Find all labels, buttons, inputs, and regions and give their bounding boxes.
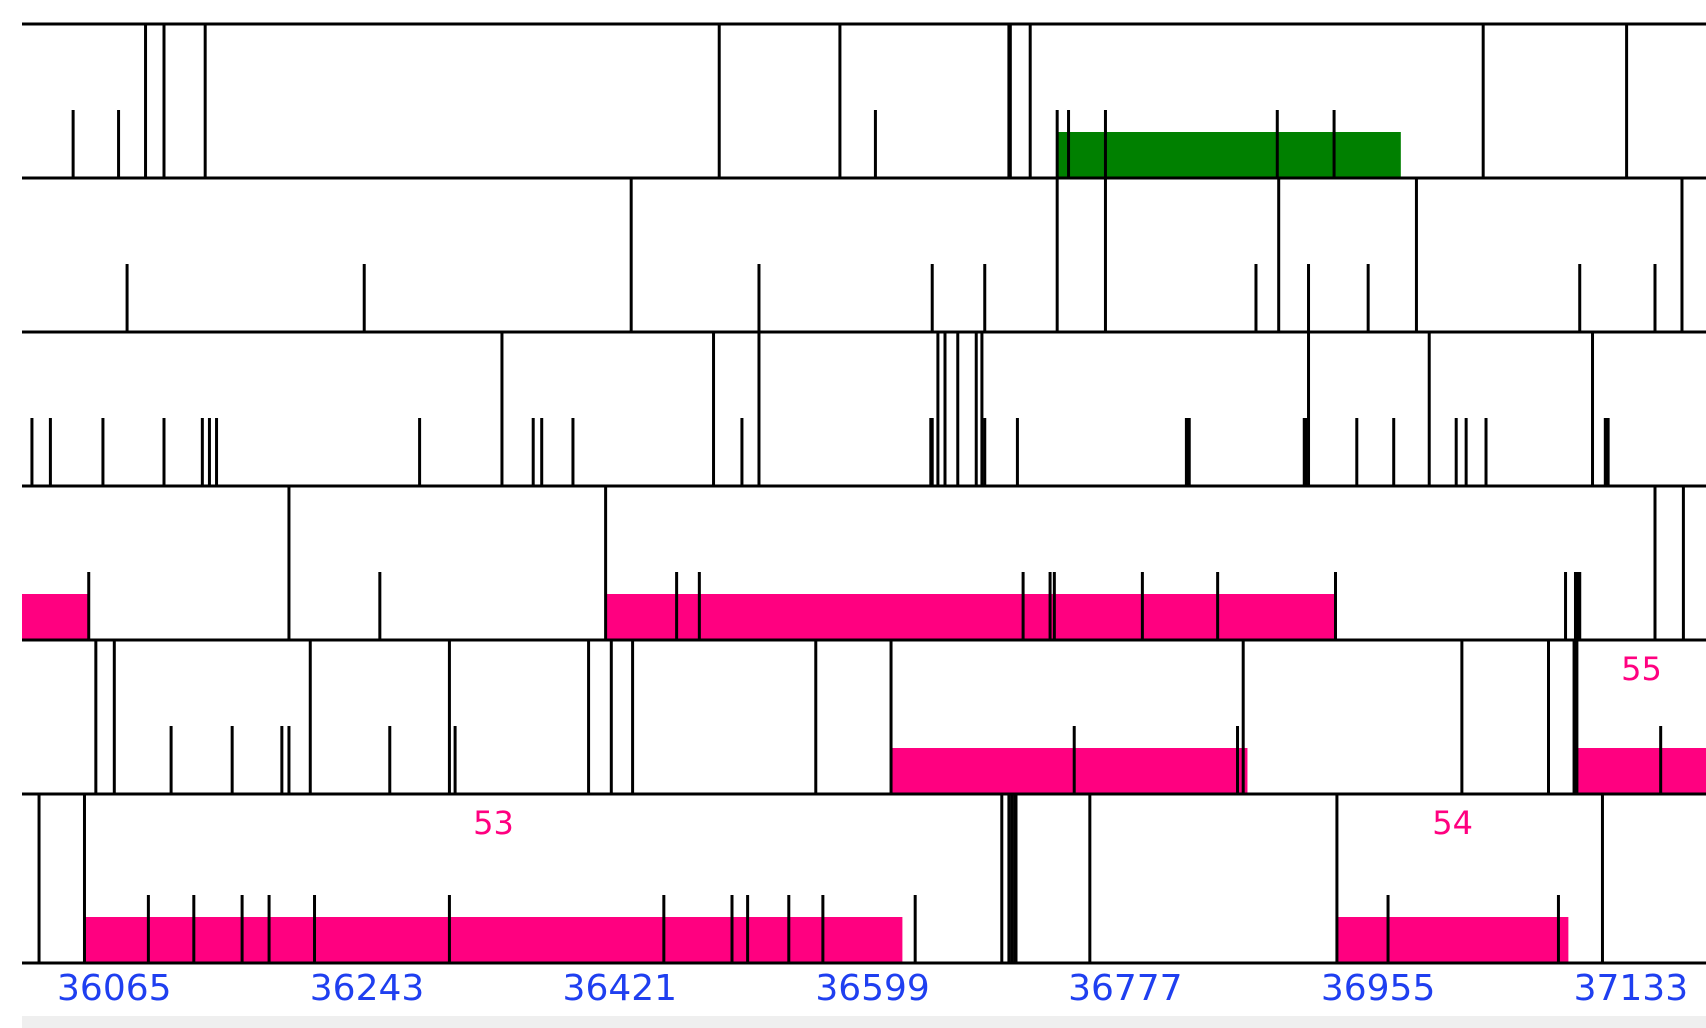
axis-tick-label-7: 37133 <box>1574 968 1689 1009</box>
frame-5-orf-bar-2 <box>1576 748 1706 794</box>
frame-6-orf-bar-2 <box>1336 917 1569 963</box>
axis-tick-label-4: 36599 <box>815 968 930 1009</box>
frame-5-orf-bar-1 <box>891 748 1248 794</box>
axis-tick-label-1: 36065 <box>57 968 172 1009</box>
frame-6-orf-label-1: 53 <box>473 804 514 842</box>
footer-strip <box>22 1016 1706 1028</box>
frame-6-orf-bar-1 <box>84 917 903 963</box>
axis-tick-label-3: 36421 <box>563 968 678 1009</box>
frame-4-orf-bar-1 <box>22 594 89 640</box>
axis-tick-label-5: 36777 <box>1068 968 1183 1009</box>
axis-tick-label-2: 36243 <box>310 968 425 1009</box>
frame-1-orf-bar-1 <box>1057 132 1401 178</box>
frame-6-orf-label-2: 54 <box>1432 804 1473 842</box>
axis-tick-label-6: 36955 <box>1321 968 1436 1009</box>
frame-4-orf-bar-2 <box>605 594 1336 640</box>
frame-5-orf-label-2: 55 <box>1621 650 1662 688</box>
